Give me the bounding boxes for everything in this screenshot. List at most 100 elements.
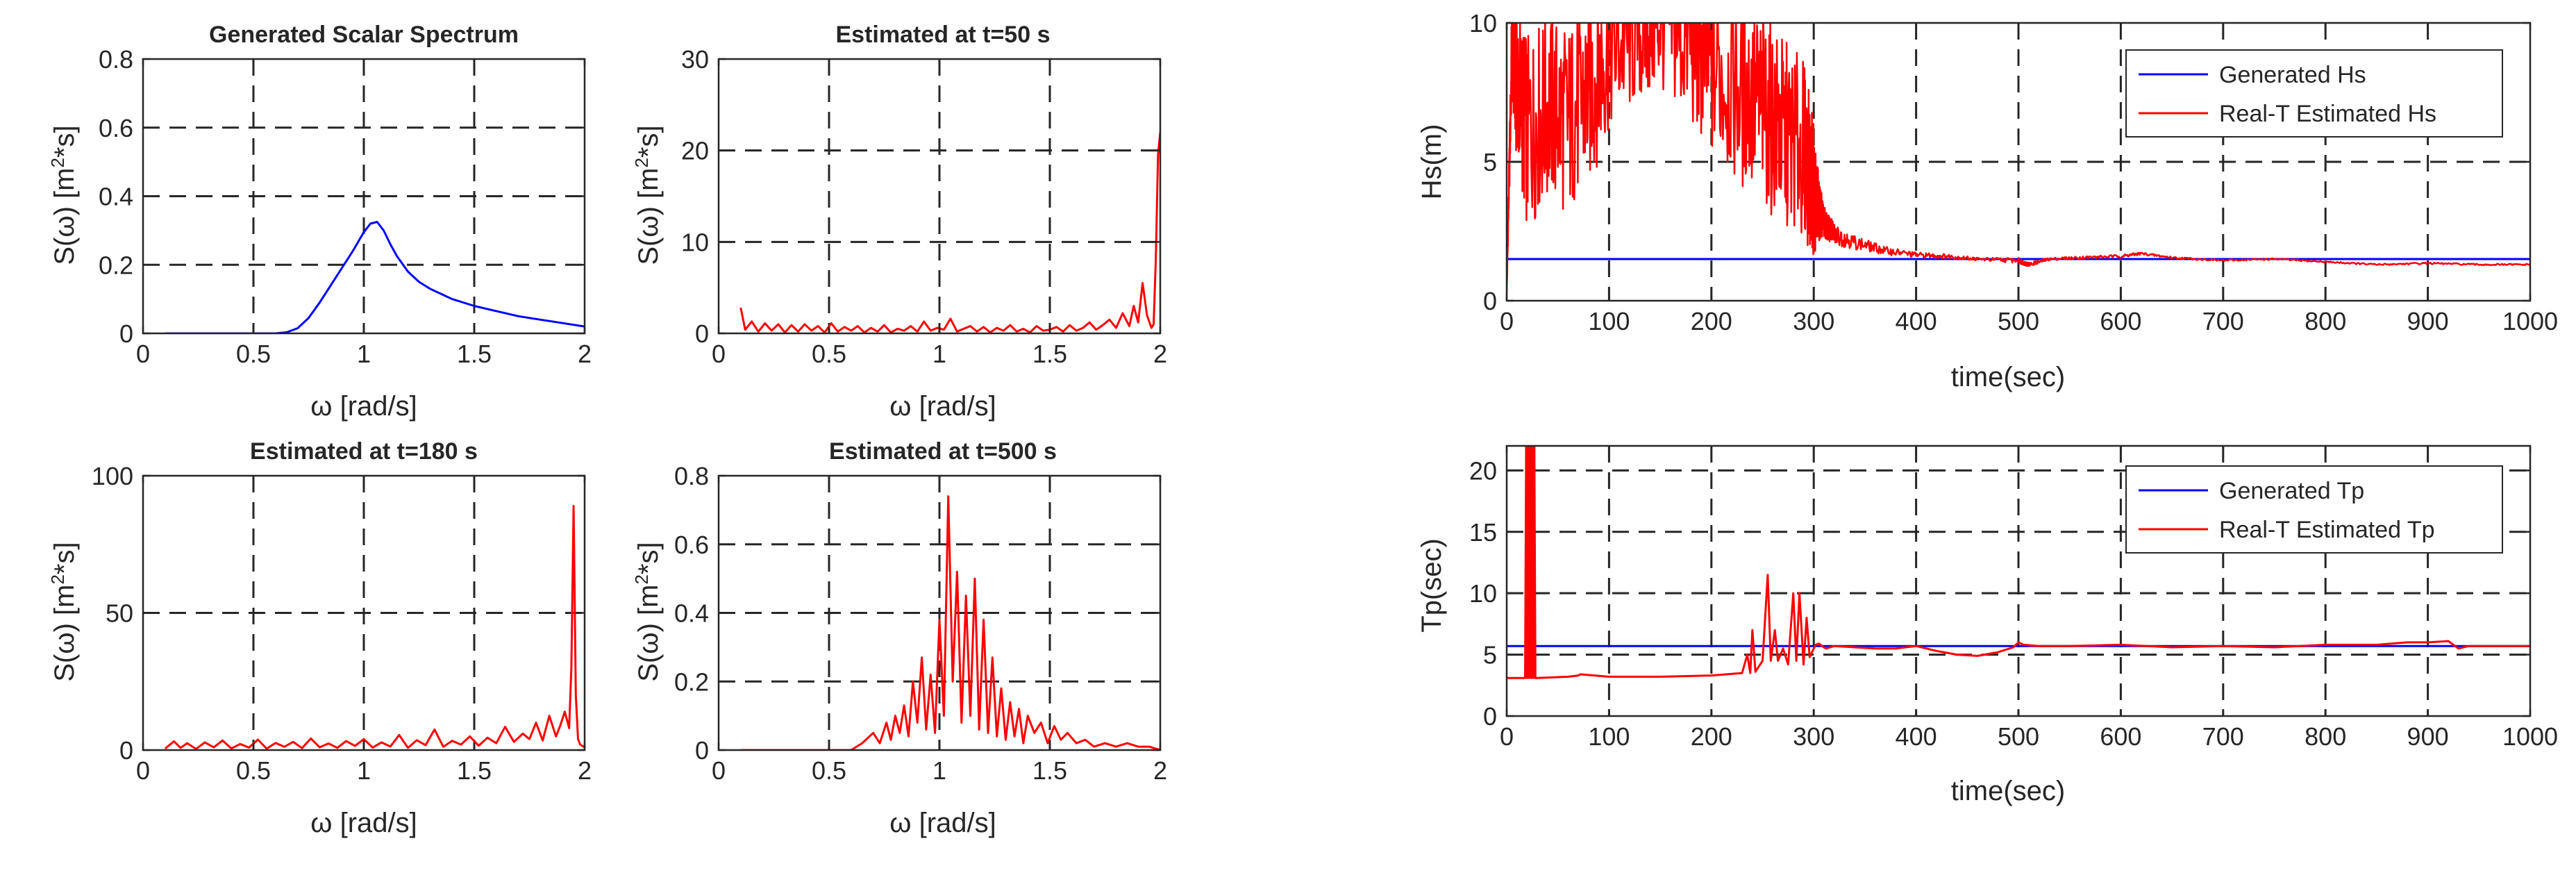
panel-title: Estimated at t=500 s (829, 438, 1057, 465)
panel-title: Estimated at t=180 s (250, 438, 478, 465)
y-tick-label: 0 (695, 736, 709, 765)
x-tick-label: 1 (932, 756, 946, 785)
x-tick-label: 0 (136, 756, 150, 785)
y-tick-label: 0 (695, 319, 709, 348)
y-tick-label: 20 (1469, 456, 1497, 485)
x-tick-label: 0.5 (236, 340, 271, 368)
series-line-generated-spectrum (165, 221, 585, 333)
legend-box (2125, 49, 2503, 138)
x-tick-label: 1000 (2502, 722, 2558, 751)
x-tick-label: 300 (1793, 722, 1834, 751)
x-tick-label: 0.5 (812, 756, 846, 785)
legend-label: Generated Tp (2219, 478, 2364, 504)
panel-estimated-t50: Estimated at t=50 s ω [rad/s] S(ω) [m2*s… (631, 22, 1167, 422)
plot-area: 0 0.5 1 1.5 2 0 0.2 0.4 0.6 0.8 (99, 45, 592, 368)
plot-area: 0 100 200 300 400 500 600 700 800 900 1000 0 5 10 15 20… (1469, 444, 2558, 751)
x-tick-label: 500 (1998, 307, 2039, 335)
plot-area: 0 0.5 1 1.5 2 0 50 100 (92, 462, 592, 785)
y-tick-label: 5 (1483, 641, 1497, 670)
plot-area: 0 100 200 300 400 500 600 700 800 900 1000 0 5 10 Gene… (1469, 9, 2558, 335)
series-line-real-t-estimated-hs (1507, 23, 2530, 296)
legend: Generated Hs Real-T Estimated Hs (2125, 49, 2503, 138)
y-axis-label: S(ω) [m2*s] (47, 542, 80, 681)
x-axis-label: time(sec) (1951, 362, 2065, 392)
x-tick-label: 200 (1691, 722, 1732, 751)
x-tick-label: 0 (712, 340, 726, 368)
y-tick-label: 0.6 (674, 531, 709, 559)
x-tick-label: 700 (2202, 722, 2244, 751)
y-tick-label: 0 (1483, 702, 1497, 731)
x-tick-label: 1 (932, 340, 946, 368)
y-tick-label: 30 (681, 45, 709, 74)
y-axis-label: S(ω) [m2*s] (631, 125, 664, 265)
x-tick-label: 1.5 (457, 756, 492, 785)
x-tick-label: 1000 (2502, 307, 2558, 335)
x-tick-label: 600 (2100, 722, 2141, 751)
y-tick-label: 100 (92, 462, 133, 490)
x-tick-label: 800 (2305, 722, 2346, 751)
series-line-estimated-spectrum (740, 495, 1160, 750)
x-axis-label: ω [rad/s] (310, 391, 417, 422)
panel-tp-time-series: time(sec) Tp(sec) 0 100 200 300 400 500 600 700… (1416, 444, 2558, 806)
x-tick-label: 0 (712, 756, 726, 785)
series-line-real-t-estimated-tp (1507, 446, 2530, 679)
legend-label: Generated Hs (2219, 62, 2366, 88)
x-tick-label: 2 (578, 340, 592, 368)
x-axis-label: time(sec) (1951, 776, 2065, 806)
y-tick-label: 10 (681, 228, 709, 256)
x-tick-label: 500 (1998, 722, 2039, 751)
series-line-estimated-spectrum (164, 505, 585, 750)
x-tick-label: 1.5 (1032, 340, 1067, 368)
panel-estimated-t500: Estimated at t=500 s ω [rad/s] S(ω) [m2*… (631, 438, 1167, 838)
y-tick-label: 0.2 (674, 667, 709, 696)
panel-generated-scalar-spectrum: Generated Scalar Spectrum ω [rad/s] S(ω)… (47, 22, 592, 422)
legend-label: Real-T Estimated Hs (2219, 101, 2436, 127)
legend-label: Real-T Estimated Tp (2219, 517, 2435, 543)
y-axis-label: S(ω) [m2*s] (47, 125, 80, 265)
x-tick-label: 0 (1500, 307, 1514, 335)
y-tick-label: 20 (681, 137, 709, 165)
legend-box (2125, 465, 2503, 554)
x-tick-label: 800 (2305, 307, 2346, 335)
plot-area: 0 0.5 1 1.5 2 0 0.2 0.4 0.6 0.8 (674, 462, 1167, 785)
panel-hs-time-series: time(sec) Hs(m) 0 100 200 300 400 500 600 700 80… (1416, 9, 2558, 392)
y-tick-label: 0 (119, 736, 133, 765)
series-line-estimated-spectrum (739, 132, 1160, 333)
x-tick-label: 2 (578, 756, 592, 785)
x-tick-label: 0.5 (236, 756, 271, 785)
y-axis-label: Tp(sec) (1416, 538, 1447, 633)
x-axis-label: ω [rad/s] (889, 808, 996, 838)
x-tick-label: 0.5 (812, 340, 846, 368)
y-tick-label: 10 (1469, 579, 1497, 608)
x-tick-label: 1 (357, 756, 371, 785)
y-tick-label: 10 (1469, 9, 1497, 38)
x-tick-label: 400 (1896, 307, 1937, 335)
x-tick-label: 2 (1153, 340, 1167, 368)
y-tick-label: 50 (106, 599, 133, 628)
panel-estimated-t180: Estimated at t=180 s ω [rad/s] S(ω) [m2*… (47, 438, 592, 838)
legend: Generated Tp Real-T Estimated Tp (2125, 465, 2503, 554)
panel-title: Generated Scalar Spectrum (209, 22, 519, 48)
x-tick-label: 0 (1500, 722, 1514, 751)
y-tick-label: 5 (1483, 148, 1497, 176)
x-tick-label: 900 (2407, 722, 2449, 751)
y-tick-label: 0 (119, 319, 133, 348)
y-tick-label: 0.4 (99, 183, 133, 211)
x-tick-label: 1.5 (1032, 756, 1067, 785)
x-tick-label: 300 (1793, 307, 1834, 335)
y-axis-label: Hs(m) (1416, 124, 1447, 200)
y-tick-label: 0.8 (674, 462, 709, 490)
x-tick-label: 1.5 (457, 340, 492, 368)
x-tick-label: 1 (357, 340, 371, 368)
x-tick-label: 600 (2100, 307, 2141, 335)
y-tick-label: 0.8 (99, 45, 133, 74)
x-tick-label: 700 (2202, 307, 2244, 335)
x-tick-label: 0 (136, 340, 150, 368)
x-axis-label: ω [rad/s] (310, 808, 417, 838)
y-tick-label: 0.4 (674, 599, 709, 628)
x-tick-label: 2 (1153, 756, 1167, 785)
y-tick-label: 0.2 (99, 251, 133, 279)
y-tick-label: 15 (1469, 518, 1497, 547)
